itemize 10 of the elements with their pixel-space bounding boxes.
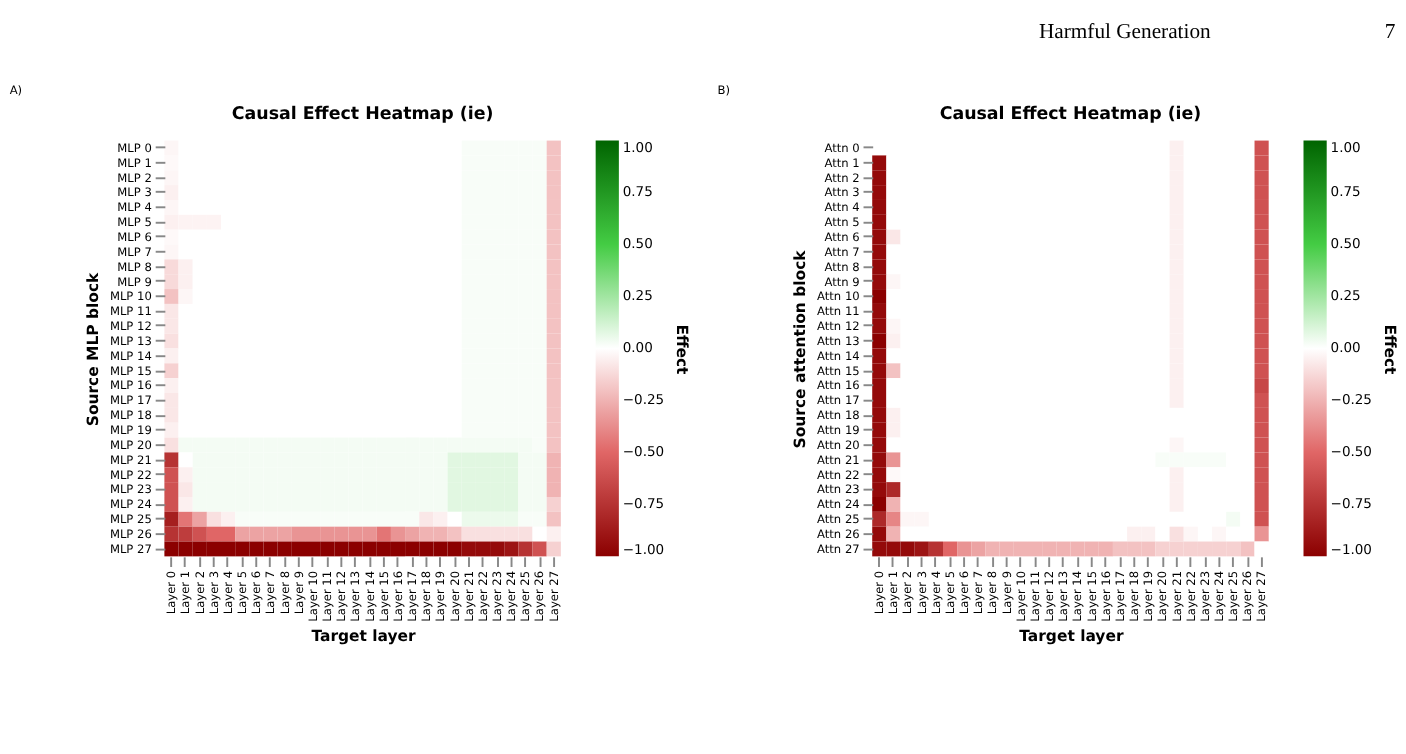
chart-title: Causal Effect Heatmap (ie) bbox=[939, 105, 1202, 126]
text: Harmful Generation bbox=[1038, 22, 1213, 45]
y-axis-title: Source attention block bbox=[791, 248, 810, 449]
color-bar-title: Effect bbox=[1380, 324, 1399, 376]
chart-title: Causal Effect Heatmap (ie) bbox=[231, 105, 494, 126]
text: 7 bbox=[1384, 22, 1396, 45]
x-axis-title: Target layer bbox=[311, 627, 417, 646]
color-bar-title: Effect bbox=[672, 324, 691, 376]
y-axis-title: Source MLP block bbox=[84, 270, 103, 427]
x-axis-title: Target layer bbox=[1019, 627, 1124, 646]
